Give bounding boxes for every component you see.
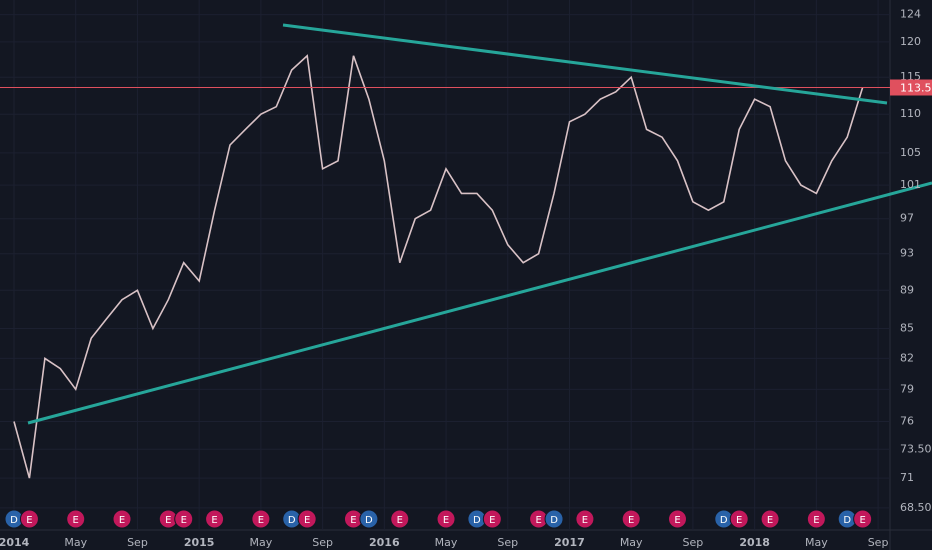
event-label: E (489, 515, 495, 526)
event-label: E (736, 515, 742, 526)
event-label: D (720, 515, 728, 526)
grid (0, 0, 890, 530)
event-label: E (165, 515, 171, 526)
x-tick-label: May (620, 536, 643, 549)
x-tick-label: 2015 (184, 536, 215, 549)
event-label: D (365, 515, 373, 526)
event-label: E (813, 515, 819, 526)
event-label: D (473, 515, 481, 526)
event-marker (621, 509, 641, 529)
y-tick-label: 120 (900, 35, 921, 48)
event-marker (205, 509, 225, 529)
event-marker (390, 509, 410, 529)
y-tick-label: 101 (900, 178, 921, 191)
x-tick-label: May (435, 536, 458, 549)
event-marker (251, 509, 271, 529)
last-price-box (890, 79, 932, 96)
event-marker (19, 509, 39, 529)
y-tick-label: 124 (900, 8, 921, 21)
y-tick-label: 82 (900, 351, 914, 364)
event-marker (575, 509, 595, 529)
event-label: E (26, 515, 32, 526)
y-tick-label: 68.50 (900, 501, 932, 514)
event-label: D (550, 515, 558, 526)
axes: 1241201151101051019793898582797673.50716… (0, 8, 932, 549)
event-marker (806, 509, 826, 529)
y-tick-label: 71 (900, 471, 914, 484)
x-tick-label: Sep (497, 536, 518, 549)
y-tick-label: 76 (900, 415, 914, 428)
y-tick-label: 93 (900, 247, 914, 260)
event-label: E (397, 515, 403, 526)
event-marker (297, 509, 317, 529)
x-tick-label: May (250, 536, 273, 549)
y-tick-label: 105 (900, 146, 921, 159)
event-marker (853, 509, 873, 529)
event-marker (544, 509, 564, 529)
event-marker (667, 509, 687, 529)
y-tick-label: 79 (900, 382, 914, 395)
x-tick-label: Sep (868, 536, 889, 549)
trend-line (282, 23, 888, 105)
x-tick-label: 2017 (554, 536, 585, 549)
event-label: E (211, 515, 217, 526)
x-tick-label: Sep (312, 536, 333, 549)
trend-line (27, 181, 932, 425)
event-label: E (73, 515, 79, 526)
event-marker (436, 509, 456, 529)
event-marker (359, 509, 379, 529)
event-label: D (10, 515, 18, 526)
x-tick-label: Sep (127, 536, 148, 549)
event-marker (112, 509, 132, 529)
plot (0, 54, 890, 479)
y-tick-label: 89 (900, 283, 914, 296)
event-label: E (674, 515, 680, 526)
event-label: E (859, 515, 865, 526)
event-label: E (767, 515, 773, 526)
event-marker (66, 509, 86, 529)
x-tick-label: May (64, 536, 87, 549)
last-price-label: 113.59 (900, 81, 932, 94)
y-tick-label: 97 (900, 212, 914, 225)
event-marker (760, 509, 780, 529)
x-tick-label: 2018 (739, 536, 770, 549)
y-tick-label: 110 (900, 107, 921, 120)
x-tick-label: May (805, 536, 828, 549)
event-label: E (582, 515, 588, 526)
event-marker (482, 509, 502, 529)
x-tick-label: 2014 (0, 536, 30, 549)
event-marker (729, 509, 749, 529)
y-tick-label: 73.50 (900, 442, 932, 455)
event-label: E (258, 515, 264, 526)
x-tick-label: 2016 (369, 536, 400, 549)
event-label: E (304, 515, 310, 526)
event-label: D (843, 515, 851, 526)
y-tick-label: 85 (900, 321, 914, 334)
event-label: E (181, 515, 187, 526)
event-label: E (628, 515, 634, 526)
event-label: E (350, 515, 356, 526)
event-label: D (288, 515, 296, 526)
event-label: E (119, 515, 125, 526)
price-line (13, 54, 864, 479)
event-marker (174, 509, 194, 529)
event-label: E (535, 515, 541, 526)
event-label: E (443, 515, 449, 526)
x-tick-label: Sep (683, 536, 704, 549)
